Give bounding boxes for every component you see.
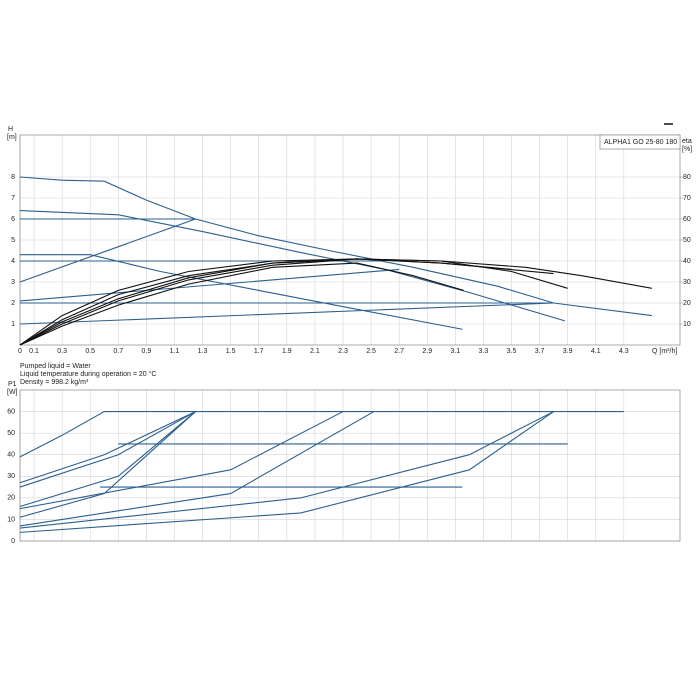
x-tick-label: 0 [18, 348, 22, 355]
y-axis-unit: [m] [7, 134, 17, 141]
x-tick-label: 3.7 [535, 348, 545, 355]
y-tick-label: 30 [7, 473, 15, 480]
y-tick-label: 60 [7, 408, 15, 415]
y2-tick-label: 60 [683, 216, 691, 223]
y-tick-label: 2 [11, 300, 15, 307]
y2-axis-label: eta [682, 138, 692, 145]
y-axis-label: H [8, 126, 13, 133]
x-tick-label: 2.7 [394, 348, 404, 355]
curve [19, 176, 652, 317]
y2-tick-label: 70 [683, 195, 691, 202]
y-tick-label: 7 [11, 195, 15, 202]
curve [19, 258, 512, 346]
curve [19, 411, 196, 518]
curve [19, 302, 554, 325]
curve [19, 411, 554, 529]
x-tick-label: 2.9 [422, 348, 432, 355]
y2-tick-label: 20 [683, 300, 691, 307]
curve [19, 411, 196, 508]
y-tick-label: 10 [7, 516, 15, 523]
x-tick-label: 1.5 [226, 348, 236, 355]
y-tick-label: 40 [7, 452, 15, 459]
y-tick-label: 4 [11, 258, 15, 265]
curve [19, 411, 196, 488]
y-axis-label: P1 [8, 381, 17, 388]
curve [19, 262, 464, 346]
curve [19, 218, 196, 283]
x-tick-label: 2.3 [338, 348, 348, 355]
x-tick-label: 3.5 [507, 348, 517, 355]
chart-title: ALPHA1 GO 25-80 180 [604, 139, 677, 146]
x-tick-label: 4.1 [591, 348, 601, 355]
curve [19, 411, 344, 510]
curve [19, 411, 554, 533]
x-tick-label: 3.1 [450, 348, 460, 355]
y2-tick-label: 50 [683, 237, 691, 244]
x-tick-label: 0.9 [142, 348, 152, 355]
note: Density = 998.2 kg/m³ [20, 379, 89, 386]
x-tick-label: 1.1 [170, 348, 180, 355]
title-box [599, 134, 681, 150]
y2-tick-label: 30 [683, 279, 691, 286]
y-tick-label: 50 [7, 430, 15, 437]
x-tick-label: 0.7 [113, 348, 123, 355]
x-tick-label: 3.9 [563, 348, 573, 355]
x-tick-label: 0.1 [29, 348, 39, 355]
y-tick-label: 5 [11, 237, 15, 244]
y-axis-unit: [W] [7, 389, 18, 396]
y2-axis-unit: [%] [682, 146, 692, 153]
note: Pumped liquid = Water [20, 363, 91, 370]
x-tick-label: 2.1 [310, 348, 320, 355]
y2-tick-label: 80 [683, 174, 691, 181]
y-tick-label: 8 [11, 174, 15, 181]
y2-tick-label: 10 [683, 321, 691, 328]
y-tick-label: 3 [11, 279, 15, 286]
x-tick-label: 4.3 [619, 348, 629, 355]
x-tick-label: 3.3 [479, 348, 489, 355]
note: Liquid temperature during operation = 20… [20, 370, 156, 378]
curve [20, 254, 463, 330]
x-tick-label: 0.3 [57, 348, 67, 355]
curve [19, 411, 375, 527]
x-tick-label: 2.5 [366, 348, 376, 355]
y-tick-label: 0 [11, 538, 15, 545]
x-tick-label: 1.9 [282, 348, 292, 355]
x-axis-label: Q [m³/h] [652, 348, 677, 355]
x-tick-label: 1.7 [254, 348, 264, 355]
y-tick-label: 20 [7, 495, 15, 502]
curve [19, 411, 196, 484]
y-tick-label: 6 [11, 216, 15, 223]
curve [19, 210, 566, 322]
plot-frame [19, 389, 681, 542]
x-tick-label: 0.5 [85, 348, 95, 355]
plot-frame [19, 134, 681, 346]
curve [19, 268, 400, 302]
y-tick-label: 1 [11, 321, 15, 328]
x-tick-label: 1.3 [198, 348, 208, 355]
y2-tick-label: 40 [683, 258, 691, 265]
curve [19, 411, 624, 458]
